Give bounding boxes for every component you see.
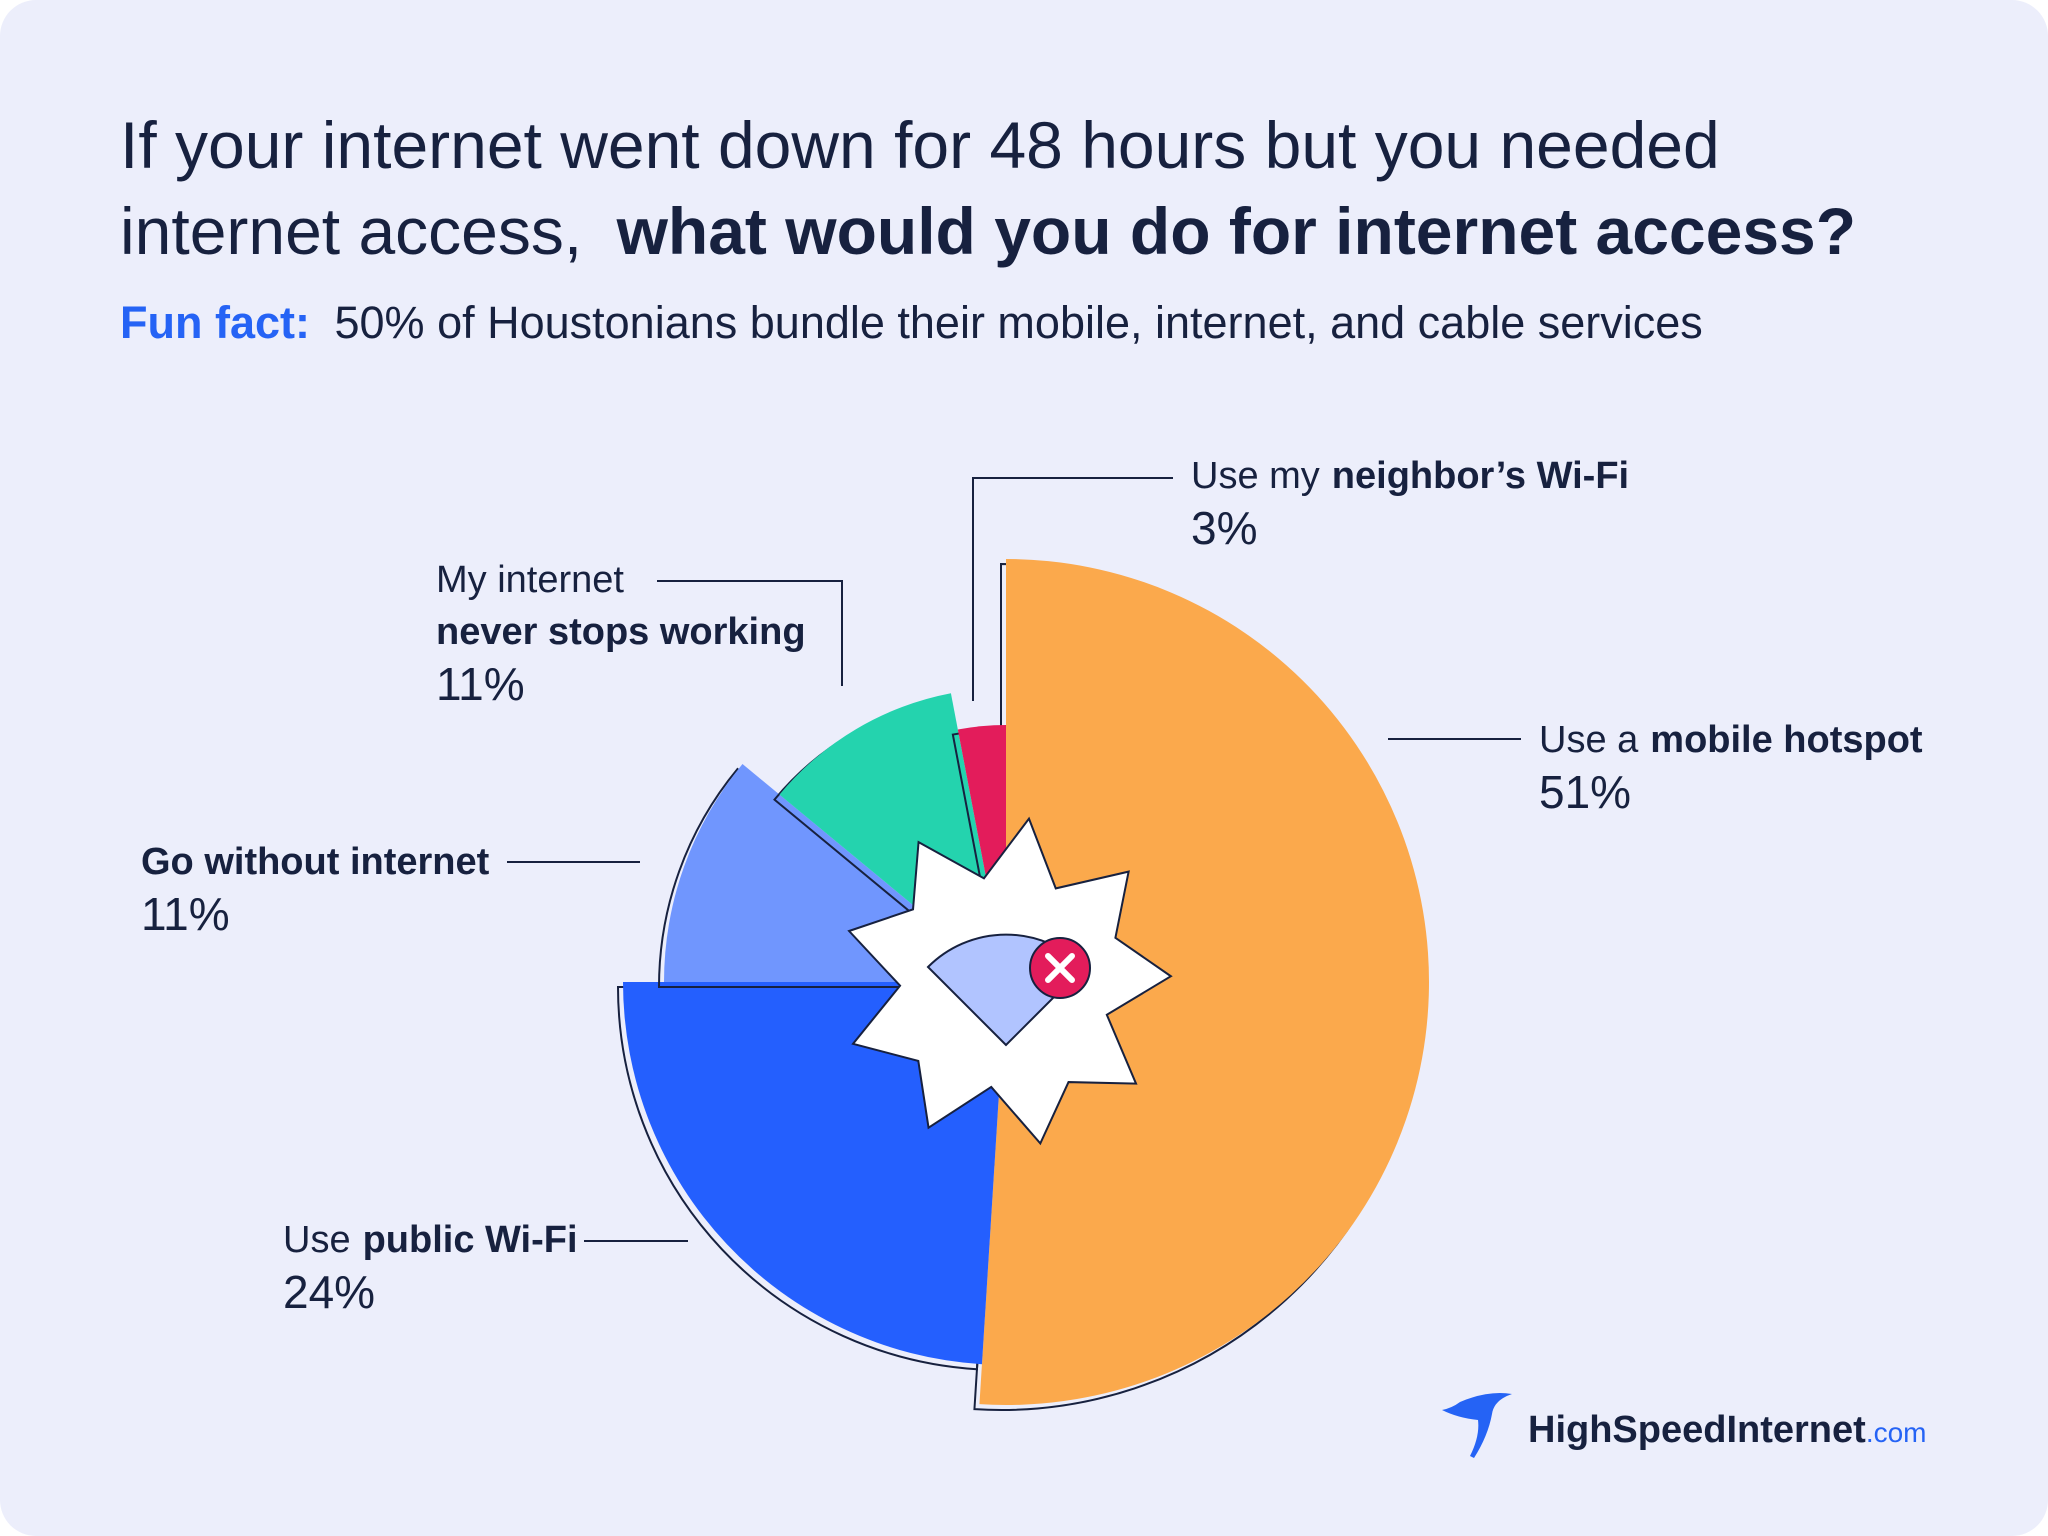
title-line: If your internet went down for 48 hours … xyxy=(120,108,1720,182)
category-bold: mobile hotspot xyxy=(1650,719,1923,761)
value-label: 24% xyxy=(283,1266,375,1318)
title: If your internet went down for 48 hours … xyxy=(120,108,1856,268)
value-label: 11% xyxy=(141,888,230,940)
logo-suffix: .com xyxy=(1866,1417,1927,1448)
logo-bird xyxy=(1442,1393,1512,1458)
category-plain: Use a xyxy=(1539,719,1639,761)
logo-text: HighSpeedInternet.com xyxy=(1528,1409,1927,1451)
value-label: 51% xyxy=(1539,766,1631,818)
value-label: 11% xyxy=(436,658,525,710)
logo-name: HighSpeedInternet xyxy=(1528,1409,1866,1451)
category-label: Use public Wi-Fi xyxy=(283,1219,578,1261)
logo: HighSpeedInternet.com xyxy=(1442,1393,1927,1458)
category-plain: Use xyxy=(283,1219,351,1261)
category-label: Go without internet xyxy=(141,841,490,883)
error-cross xyxy=(1045,953,1075,983)
center-icon xyxy=(847,816,1173,1146)
category-plain: My internet xyxy=(436,559,624,601)
category-label: Use my neighbor’s Wi-Fi xyxy=(1191,455,1629,497)
subtitle-text: 50% of Houstonians bundle their mobile, … xyxy=(335,297,1703,348)
category-plain: Use my xyxy=(1191,455,1320,497)
pie-slice xyxy=(979,559,1430,1405)
leader-line xyxy=(972,477,1173,701)
subtitle-lead: Fun fact: xyxy=(120,297,310,348)
labels: Use a mobile hotspot 51% Use public Wi-Fi 24%… xyxy=(141,455,1923,1318)
slice-outline xyxy=(616,986,1003,1371)
title-line: internet access, xyxy=(120,194,582,268)
value-label: 3% xyxy=(1191,502,1257,554)
category-bold: never stops working xyxy=(436,611,806,653)
category-bold: neighbor’s Wi-Fi xyxy=(1332,455,1629,497)
leader-line xyxy=(657,580,843,686)
slice-outline xyxy=(657,767,1004,988)
category-label: Use a mobile hotspot xyxy=(1539,719,1923,761)
subtitle: Fun fact: 50% of Houstonians bundle thei… xyxy=(120,297,1703,348)
category-bold: public Wi-Fi xyxy=(363,1219,578,1261)
category-label: My internet never stops working xyxy=(436,559,806,653)
title-emphasis: what would you do for internet access? xyxy=(616,194,1857,268)
pie-slice xyxy=(623,982,1006,1365)
category-bold: Go without internet xyxy=(141,841,490,883)
